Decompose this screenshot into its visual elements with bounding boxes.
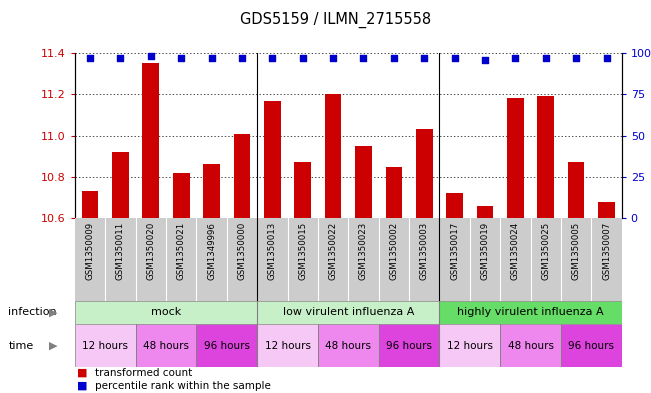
Text: ■: ■ xyxy=(77,381,87,391)
Point xyxy=(510,55,521,61)
Text: GSM1350017: GSM1350017 xyxy=(450,222,459,281)
Bar xyxy=(75,301,257,324)
Bar xyxy=(143,63,159,218)
Text: low virulent influenza A: low virulent influenza A xyxy=(283,307,414,318)
Text: 12 hours: 12 hours xyxy=(82,341,128,351)
Bar xyxy=(355,146,372,218)
Text: GSM1350023: GSM1350023 xyxy=(359,222,368,281)
Bar xyxy=(112,152,129,218)
Bar xyxy=(234,134,250,218)
Bar xyxy=(325,94,341,218)
Bar xyxy=(203,165,220,218)
Text: GSM1350000: GSM1350000 xyxy=(238,222,247,281)
Text: highly virulent influenza A: highly virulent influenza A xyxy=(457,307,604,318)
Text: GSM1350022: GSM1350022 xyxy=(329,222,338,281)
Bar xyxy=(257,324,318,367)
Bar xyxy=(477,206,493,218)
Point xyxy=(85,55,95,61)
Point xyxy=(602,55,612,61)
Bar xyxy=(135,324,197,367)
Text: 48 hours: 48 hours xyxy=(143,341,189,351)
Text: GSM1350005: GSM1350005 xyxy=(572,222,581,281)
Bar xyxy=(439,301,622,324)
Point xyxy=(358,55,368,61)
Bar xyxy=(75,324,135,367)
Text: 96 hours: 96 hours xyxy=(568,341,615,351)
Point xyxy=(540,55,551,61)
Text: ▶: ▶ xyxy=(49,307,57,318)
Text: GSM1350025: GSM1350025 xyxy=(541,222,550,281)
Point xyxy=(571,55,581,61)
Text: infection: infection xyxy=(8,307,57,318)
Bar xyxy=(561,324,622,367)
Bar xyxy=(446,193,463,218)
Text: 96 hours: 96 hours xyxy=(204,341,250,351)
Text: percentile rank within the sample: percentile rank within the sample xyxy=(95,381,271,391)
Bar xyxy=(264,101,281,218)
Bar xyxy=(568,162,585,218)
Point xyxy=(419,55,430,61)
Bar xyxy=(318,324,379,367)
Text: GSM1350011: GSM1350011 xyxy=(116,222,125,281)
Point xyxy=(328,55,339,61)
Text: 48 hours: 48 hours xyxy=(508,341,553,351)
Text: ■: ■ xyxy=(77,367,87,378)
Text: 12 hours: 12 hours xyxy=(264,341,311,351)
Text: GSM1350020: GSM1350020 xyxy=(146,222,156,281)
Text: GSM1350003: GSM1350003 xyxy=(420,222,429,281)
Text: GSM1350009: GSM1350009 xyxy=(85,222,94,280)
Bar xyxy=(82,191,98,218)
Bar xyxy=(257,301,439,324)
Point xyxy=(206,55,217,61)
Bar xyxy=(537,96,554,218)
Bar xyxy=(507,99,523,218)
Point xyxy=(115,55,126,61)
Bar xyxy=(173,173,189,218)
Point xyxy=(389,55,399,61)
Point xyxy=(298,55,308,61)
Point xyxy=(480,57,490,63)
Text: GSM1350013: GSM1350013 xyxy=(268,222,277,281)
Text: GSM1350015: GSM1350015 xyxy=(298,222,307,281)
Bar xyxy=(598,202,615,218)
Text: time: time xyxy=(8,341,34,351)
Text: GDS5159 / ILMN_2715558: GDS5159 / ILMN_2715558 xyxy=(240,12,431,28)
Text: 96 hours: 96 hours xyxy=(386,341,432,351)
Text: GSM1350002: GSM1350002 xyxy=(389,222,398,281)
Point xyxy=(237,55,247,61)
Text: mock: mock xyxy=(151,307,181,318)
Text: ▶: ▶ xyxy=(49,341,57,351)
Bar xyxy=(439,324,500,367)
Text: GSM1350021: GSM1350021 xyxy=(176,222,186,281)
Text: GSM1350024: GSM1350024 xyxy=(511,222,520,281)
Bar xyxy=(379,324,439,367)
Point xyxy=(449,55,460,61)
Text: 48 hours: 48 hours xyxy=(326,341,371,351)
Point xyxy=(267,55,277,61)
Bar xyxy=(197,324,257,367)
Text: GSM1350019: GSM1350019 xyxy=(480,222,490,280)
Point xyxy=(146,53,156,59)
Bar xyxy=(385,167,402,218)
Point xyxy=(176,55,186,61)
Text: 12 hours: 12 hours xyxy=(447,341,493,351)
Bar xyxy=(294,162,311,218)
Bar xyxy=(416,129,432,218)
Text: GSM1349996: GSM1349996 xyxy=(207,222,216,280)
Bar xyxy=(500,324,561,367)
Text: transformed count: transformed count xyxy=(95,367,192,378)
Text: GSM1350007: GSM1350007 xyxy=(602,222,611,281)
